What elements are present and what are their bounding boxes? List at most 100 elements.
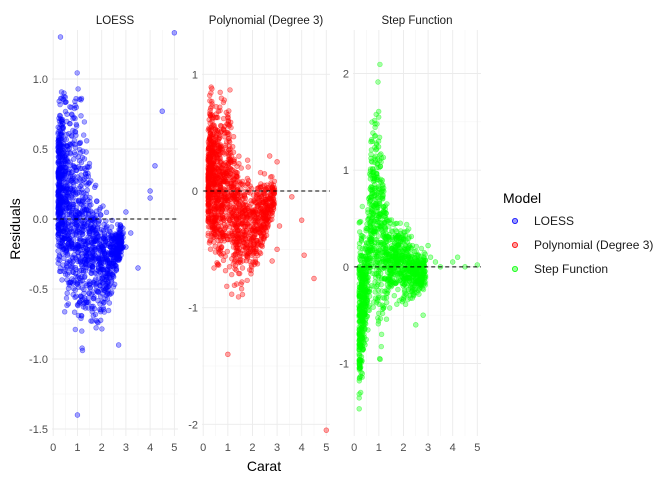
data-point: [89, 305, 95, 312]
outlier-point: [301, 252, 307, 258]
data-point: [78, 97, 84, 103]
outlier-point: [449, 259, 456, 265]
data-point: [86, 250, 93, 256]
panel-points: [205, 84, 330, 433]
data-point: [207, 151, 213, 158]
x-tick-label: 3: [123, 442, 129, 454]
data-point: [236, 161, 242, 167]
data-point: [356, 352, 362, 359]
y-tick-label: -1: [339, 359, 349, 371]
data-point: [401, 281, 408, 287]
data-point: [401, 275, 407, 281]
data-point: [375, 79, 381, 85]
data-point: [241, 229, 248, 235]
data-point: [72, 129, 79, 135]
data-point: [358, 232, 364, 239]
x-tick-label: 1: [74, 442, 80, 454]
data-point: [229, 200, 235, 207]
data-point: [365, 249, 371, 256]
data-point: [366, 213, 372, 219]
data-point: [72, 254, 79, 261]
outlier-point: [118, 237, 124, 243]
x-tick-label: 0: [351, 442, 357, 454]
legend: Model LOESS Polynomial (Degree 3) Step Fun…: [503, 190, 653, 276]
data-point: [242, 223, 249, 230]
data-point: [55, 148, 61, 154]
data-point: [61, 268, 67, 274]
data-point: [244, 215, 250, 221]
panel-1: LOESS 0 1 2 3 4 5 -1.5 -1.0 -0.5 0.0 0.5 1.0: [29, 15, 178, 454]
data-point: [222, 268, 229, 274]
data-point: [218, 212, 224, 218]
data-point: [226, 207, 233, 214]
data-point: [395, 286, 401, 293]
data-point: [222, 253, 228, 259]
data-point: [413, 243, 419, 250]
data-point: [376, 134, 383, 141]
data-point: [413, 280, 419, 287]
chart-panels: LOESS 0 1 2 3 4 5 -1.5 -1.0 -0.5 0.0 0.5 1.0 Polynomi…: [29, 15, 481, 454]
data-point: [230, 261, 237, 267]
data-point: [364, 240, 370, 247]
data-point: [99, 291, 106, 297]
data-point: [101, 233, 107, 240]
data-point: [227, 217, 233, 224]
data-point: [224, 283, 230, 289]
data-point: [388, 278, 394, 285]
data-point: [357, 365, 363, 372]
data-point: [205, 198, 211, 204]
data-point: [62, 199, 69, 205]
data-point: [211, 239, 217, 245]
data-point: [365, 207, 371, 213]
data-point: [367, 223, 373, 229]
data-point: [373, 218, 379, 225]
y-tick-label: -1: [188, 303, 198, 315]
data-point: [86, 282, 93, 288]
data-point: [55, 209, 62, 216]
data-point: [70, 201, 77, 208]
data-point: [271, 201, 277, 207]
data-point: [74, 70, 80, 76]
data-point: [238, 220, 244, 227]
x-tick-label: 0: [200, 442, 206, 454]
data-point: [236, 196, 242, 202]
data-point: [55, 256, 61, 262]
outlier-point: [413, 322, 419, 328]
data-point: [235, 249, 241, 255]
data-point: [89, 318, 96, 324]
data-point: [85, 215, 91, 221]
data-point: [357, 253, 363, 259]
data-point: [70, 269, 76, 275]
outlier-point: [123, 209, 129, 215]
data-point: [264, 204, 271, 211]
data-point: [238, 286, 245, 292]
outlier-point: [454, 254, 461, 260]
x-tick-label: 3: [425, 442, 431, 454]
data-point: [382, 288, 388, 295]
data-point: [79, 199, 85, 205]
data-point: [358, 357, 364, 363]
data-point: [82, 305, 89, 311]
data-point: [108, 224, 115, 230]
data-point: [106, 300, 113, 306]
data-point: [70, 285, 77, 292]
data-point: [238, 165, 245, 171]
data-point: [387, 267, 393, 274]
data-point: [58, 132, 65, 139]
data-point: [254, 192, 260, 198]
data-point: [413, 270, 420, 276]
data-point: [213, 200, 219, 206]
data-point: [55, 124, 61, 131]
data-point: [61, 309, 68, 315]
data-point: [86, 290, 92, 296]
data-point: [113, 263, 119, 269]
outlier-point: [420, 312, 426, 318]
x-tick-label: 4: [299, 442, 305, 454]
data-point: [378, 343, 384, 350]
data-point: [389, 250, 395, 257]
data-point: [231, 229, 238, 235]
data-point: [60, 262, 66, 268]
data-point: [377, 189, 383, 196]
outlier-point: [425, 242, 431, 249]
data-point: [92, 237, 99, 244]
